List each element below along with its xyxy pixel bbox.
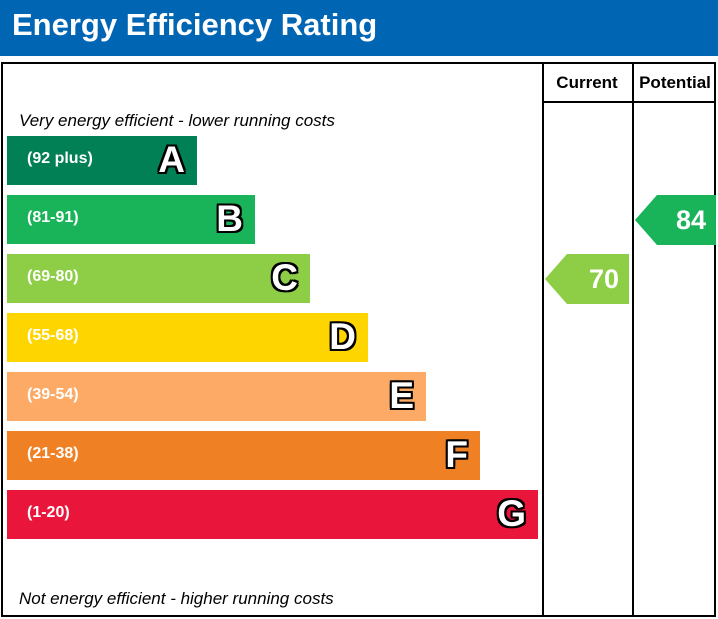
band-a: (92 plus) A [7, 136, 197, 185]
band-f-range: (21-38) [27, 445, 79, 462]
band-f: (21-38) F [7, 431, 480, 480]
potential-arrow-icon [635, 195, 716, 245]
band-e-letter: E [389, 375, 414, 416]
potential-rating-marker: 84 [635, 193, 716, 247]
band-a-letter: A [158, 139, 185, 180]
band-b-letter: B [216, 198, 243, 239]
current-arrow-icon [545, 254, 629, 304]
chart-body: Current Potential Very energy efficient … [1, 62, 716, 617]
column-separator-potential [632, 64, 634, 615]
band-g: (1-20) G [7, 490, 538, 539]
current-rating-marker: 70 [545, 252, 629, 306]
potential-rating-value: 84 [675, 205, 706, 235]
title-bar: Energy Efficiency Rating [0, 0, 718, 56]
band-d-letter: D [329, 316, 356, 357]
header-separator [542, 101, 716, 103]
column-header-potential: Potential [639, 73, 711, 92]
page-title: Energy Efficiency Rating [12, 7, 378, 42]
band-c: (69-80) C [7, 254, 310, 303]
column-separator-current [542, 64, 544, 615]
caption-bottom: Not energy efficient - higher running co… [19, 589, 334, 608]
band-d: (55-68) D [7, 313, 368, 362]
band-e-range: (39-54) [27, 386, 79, 403]
band-g-letter: G [497, 493, 526, 534]
band-f-letter: F [445, 434, 468, 475]
current-rating-value: 70 [588, 264, 619, 294]
band-c-range: (69-80) [27, 268, 79, 285]
caption-top: Very energy efficient - lower running co… [19, 111, 335, 130]
column-header-current: Current [556, 73, 618, 92]
band-a-range: (92 plus) [27, 150, 93, 167]
band-g-range: (1-20) [27, 504, 70, 521]
band-b: (81-91) B [7, 195, 255, 244]
band-c-letter: C [271, 257, 298, 298]
band-b-range: (81-91) [27, 209, 79, 226]
band-e: (39-54) E [7, 372, 426, 421]
band-d-range: (55-68) [27, 327, 79, 344]
